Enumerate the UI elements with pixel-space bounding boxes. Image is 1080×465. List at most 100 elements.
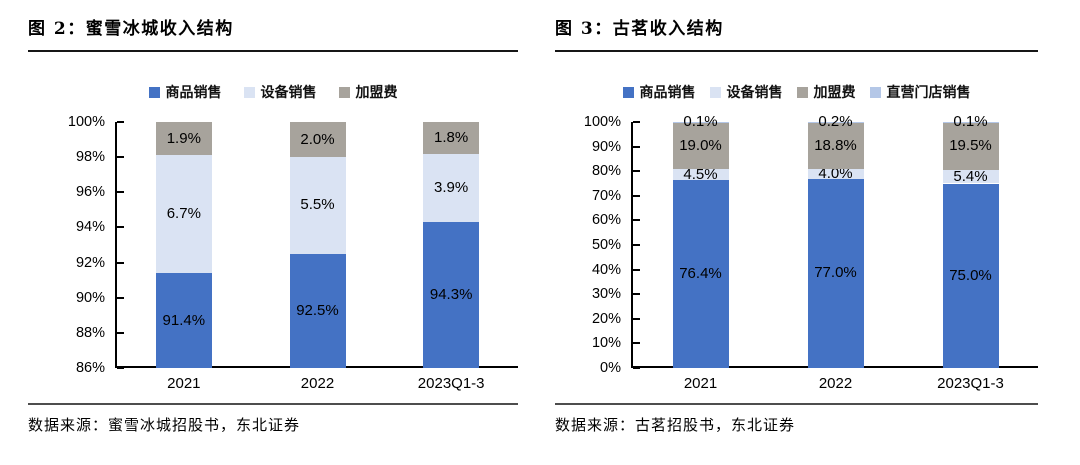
bar-segment-商品销售 [289,253,346,368]
y-axis-tick [117,296,124,299]
y-tick-label: 50% [591,237,621,253]
legend-label: 设备销售 [726,84,783,100]
x-axis-label: 2023Q1-3 [417,375,485,392]
y-tick-label: 100% [583,114,621,130]
figure-3-panel-guming-revenue: 图 3：古茗收入结构 商品销售 设备销售 加盟费 直营门店销售 0% 10% 20% 30%… [555,10,1038,460]
bar-segment-加盟费 [155,122,212,156]
source-divider [28,403,518,405]
legend-swatch-icon [338,86,350,98]
y-tick-label: 10% [591,335,621,352]
bar-segment-设备销售 [942,170,999,184]
y-axis-tick [633,145,640,148]
plot-area: 86% 88% 90% 92% 94% 96% 98% 100% 91.4% 6.7% 1.9% 20… [28,114,518,392]
bar-value-label: 94.3% [429,286,473,304]
bar-value-label: 4.0% [818,164,853,182]
legend-item: 设备销售 [243,82,317,102]
bar-value-label: 6.7% [166,205,201,223]
y-tick-label: 70% [591,187,621,204]
y-axis-tick [633,317,640,320]
legend-item: 商品销售 [148,82,222,102]
y-tick-label: 20% [591,310,621,327]
y-axis-tick [633,219,640,222]
x-axis-label: 2021 [683,375,718,392]
bar-value-label: 4.5% [683,165,718,183]
plot-area: 0% 10% 20% 30% 40% 50% 60% 70% 80% 90% 100% 76.4% 4.… [555,113,1038,392]
legend-label: 设备销售 [260,84,317,100]
legend-item: 加盟费 [338,82,398,102]
y-tick-label: 96% [75,184,105,201]
legend-item: 设备销售 [709,82,783,102]
y-axis-tick [117,121,124,123]
legend-swatch-icon [148,86,160,98]
y-axis-tick [117,261,124,264]
bar-value-label: 18.8% [814,136,857,154]
legend-swatch-icon [869,86,881,98]
source-divider [555,403,1038,405]
bar-segment-加盟费 [807,122,864,169]
bar-value-label: 76.4% [679,265,722,283]
y-tick-label: 60% [591,212,621,229]
bar-segment-加盟费 [423,122,480,154]
bar-value-label: 1.8% [434,128,469,146]
legend-label: 商品销售 [165,84,222,100]
y-tick-label: 92% [75,254,105,271]
y-tick-label: 80% [591,163,621,180]
legend-item: 直营门店销售 [869,82,971,102]
bar-segment-商品销售 [942,183,999,368]
bar-value-label: 2.0% [300,130,335,148]
legend-swatch-icon [622,86,634,98]
bar-segment-商品销售 [155,273,212,368]
bar-value-label: 19.5% [949,137,992,155]
y-tick-label: 94% [75,219,105,236]
bar-segment-加盟费 [672,122,729,169]
y-axis-line [631,122,633,368]
bar-value-label: 92.5% [296,301,339,319]
legend: 商品销售 设备销售 加盟费 直营门店销售 [555,82,1038,102]
y-axis-tick [633,342,640,345]
legend-item: 加盟费 [796,82,856,102]
y-axis-tick [117,367,124,369]
y-tick-label: 86% [75,360,105,376]
y-axis-tick [633,194,640,197]
bar-segment-设备销售 [155,155,212,274]
y-axis-tick [633,170,640,173]
y-axis-tick [117,191,124,194]
bar-value-label: 3.9% [434,178,469,196]
legend-item: 商品销售 [622,82,696,102]
bar-value-label: 1.9% [166,129,201,147]
y-axis-tick [633,244,640,246]
bar-segment-加盟费 [289,122,346,158]
bar-segment-商品销售 [423,222,480,368]
bar-value-label: 0.1% [953,113,988,131]
legend-label: 加盟费 [813,84,856,100]
bar-segment-商品销售 [672,180,729,368]
x-axis-label: 2022 [818,375,853,392]
legend-label: 商品销售 [639,84,696,100]
bar-value-label: 91.4% [162,311,206,329]
y-axis-tick [633,367,640,369]
bar-segment-设备销售 [289,157,346,254]
legend-label: 直营门店销售 [886,84,971,100]
y-axis-tick [117,226,124,229]
y-axis-tick [117,156,124,159]
data-source-note: 数据来源：古茗招股书，东北证券 [555,416,796,434]
x-axis-label: 2022 [300,375,335,392]
y-axis-tick [117,331,124,334]
bar-segment-商品销售 [807,178,864,368]
bar-segment-设备销售 [672,168,729,181]
x-axis-label: 2023Q1-3 [937,375,1004,392]
legend-swatch-icon [709,86,721,98]
bar-value-label: 77.0% [814,264,857,282]
y-tick-label: 90% [591,138,621,155]
legend-label: 加盟费 [355,84,398,100]
chart-title: 图 2：蜜雪冰城收入结构 [28,14,518,52]
legend-swatch-icon [243,86,255,98]
y-axis-tick [633,268,640,271]
chart-title: 图 3：古茗收入结构 [555,14,1038,52]
legend-swatch-icon [796,86,808,98]
y-tick-label: 98% [75,149,105,166]
bar-value-label: 5.4% [953,167,988,185]
bar-segment-设备销售 [807,168,864,179]
figure-2-panel-mixue-revenue: 图 2：蜜雪冰城收入结构 商品销售 设备销售 加盟费 86% 88% 90% 92% 94%… [28,10,518,460]
y-axis-tick [633,293,640,296]
